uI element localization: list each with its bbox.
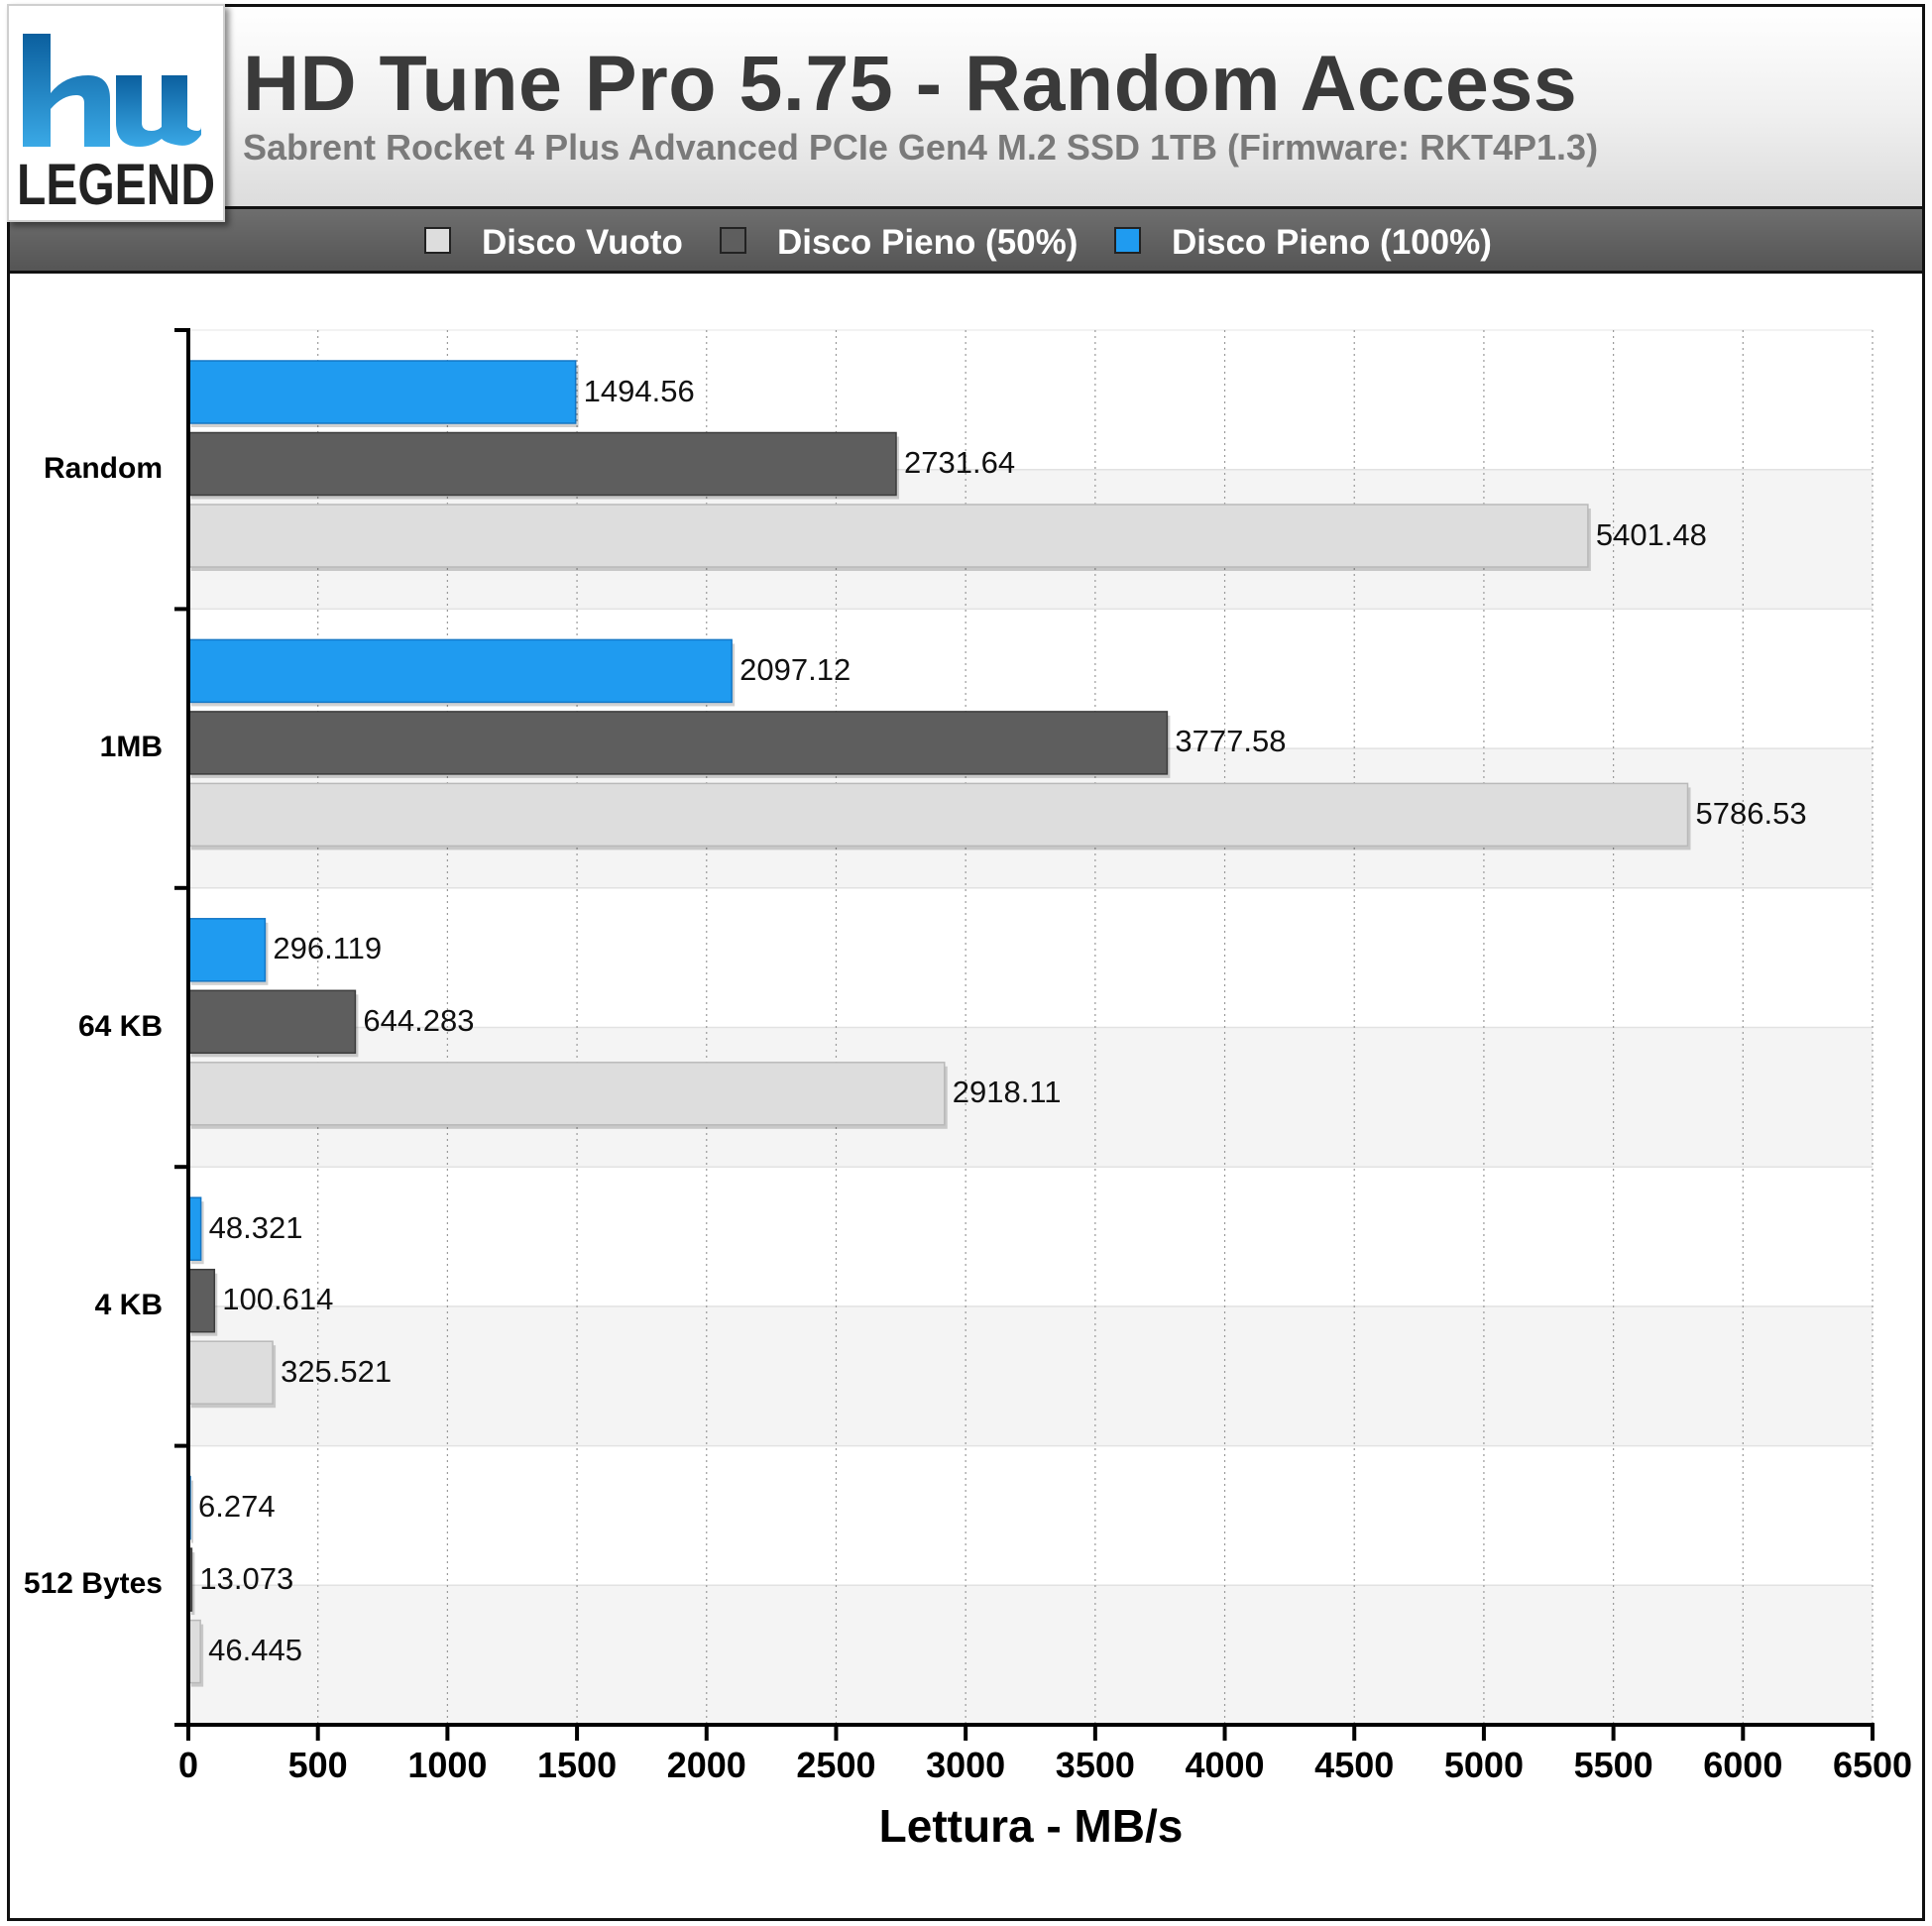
chart-title: HD Tune Pro 5.75 - Random Access [243,39,1578,127]
legend-label-disco-pieno-50: Disco Pieno (50%) [777,223,1079,262]
x-tick-label: 3000 [926,1745,1006,1785]
plot-band-light [188,1445,1873,1586]
bar-disco-pieno-50 [187,711,1169,775]
x-axis-label: Lettura - MB/s [878,1800,1184,1852]
bar-disco-vuoto [187,1062,946,1126]
legend-swatch-disco-pieno-50 [720,227,746,254]
bar-disco-vuoto [187,504,1589,568]
bar-disco-pieno-100 [187,638,733,704]
bar-shadow [191,1552,195,1616]
bar-value-label: 48.321 [208,1209,303,1245]
bar-value-label: 2097.12 [739,651,852,687]
bar-disco-pieno-50 [187,431,897,497]
bar-value-label: 5401.48 [1595,516,1707,552]
bar-disco-vuoto [187,1340,274,1405]
category-label: 4 KB [94,1288,163,1321]
bar-value-label: 3777.58 [1175,724,1287,759]
bar-value-label: 644.283 [363,1002,475,1038]
plot-band-light [188,1167,1873,1306]
x-tick-label: 6500 [1832,1745,1913,1785]
bar-value-label: 2918.11 [952,1075,1062,1110]
plot-band-shade [188,1305,1873,1446]
category-label: Random [44,451,163,485]
x-tick-label: 1000 [407,1745,488,1785]
x-tick-label: 6000 [1703,1745,1783,1785]
header [7,4,1925,209]
legend-label-disco-vuoto: Disco Vuoto [482,223,683,262]
category-label: 512 Bytes [23,1567,163,1601]
bar-value-label: 5786.53 [1695,795,1807,831]
bar-value-label: 100.614 [222,1282,334,1317]
plot-band-shade [188,1585,1873,1725]
bar-disco-pieno-50 [187,1268,216,1333]
category-label: 64 KB [77,1009,163,1043]
x-tick-label: 1500 [537,1745,618,1785]
x-tick-label: 0 [177,1745,199,1785]
bar-value-label: 6.274 [198,1489,276,1525]
legend-swatch-disco-pieno-100 [1114,227,1141,254]
x-tick-label: 5500 [1573,1745,1653,1785]
category-label: 1MB [99,731,163,764]
chart-subtitle: Sabrent Rocket 4 Plus Advanced PCIe Gen4… [243,127,1599,168]
hwlegend-logo: LEGEND [7,4,225,222]
svg-text:LEGEND: LEGEND [17,153,215,217]
bar-value-label: 325.521 [281,1353,393,1389]
x-tick-label: 2500 [796,1745,876,1785]
bar-value-label: 13.073 [199,1560,294,1596]
x-tick-label: 5000 [1443,1745,1524,1785]
bar-value-label: 2731.64 [904,445,1016,480]
bar-shadow [191,1480,193,1543]
x-tick-label: 4500 [1314,1745,1395,1785]
bar-disco-vuoto [187,782,1689,848]
x-tick-label: 500 [287,1745,348,1785]
legend-label-disco-pieno-100: Disco Pieno (100%) [1172,223,1492,262]
plot-band-light [188,887,1873,1028]
x-tick-label: 4000 [1185,1745,1265,1785]
bar-value-label: 46.445 [208,1633,302,1668]
bar-disco-pieno-100 [187,918,267,982]
legend: Disco Vuoto Disco Pieno (50%) Disco Pien… [7,209,1925,274]
bar-disco-pieno-50 [187,989,357,1055]
x-tick-label: 2000 [666,1745,746,1785]
bar-value-label: 1494.56 [583,373,695,408]
bar-value-label: 296.119 [273,931,383,966]
legend-swatch-disco-vuoto [424,227,451,254]
bar-disco-pieno-100 [187,360,577,424]
x-tick-label: 3500 [1055,1745,1135,1785]
